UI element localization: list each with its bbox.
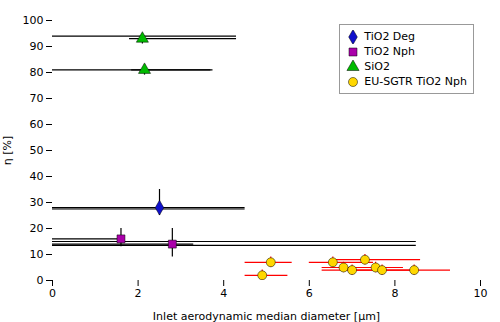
svg-text:Inlet aerodynamic median diame: Inlet aerodynamic median diameter [μm]: [153, 310, 380, 322]
svg-text:50: 50: [30, 144, 44, 157]
svg-text:η [%]: η [%]: [1, 136, 14, 166]
svg-text:70: 70: [30, 92, 44, 105]
svg-text:10: 10: [474, 287, 488, 300]
svg-text:90: 90: [30, 40, 44, 53]
svg-text:80: 80: [30, 66, 44, 79]
svg-text:6: 6: [306, 287, 313, 300]
svg-text:100: 100: [23, 14, 44, 27]
svg-text:4: 4: [220, 287, 227, 300]
html-text:TiO2 Nph: TiO2 Nph: [364, 45, 416, 58]
svg-text:8: 8: [391, 287, 398, 300]
html-text:SiO2: SiO2: [364, 60, 390, 73]
html-text:TiO2 Deg: TiO2 Deg: [364, 30, 416, 43]
svg-text:20: 20: [30, 222, 44, 235]
svg-text:10: 10: [30, 248, 44, 261]
svg-text:30: 30: [30, 196, 44, 209]
svg-text:40: 40: [30, 170, 44, 183]
html-text:EU-SGTR TiO2 Nph: EU-SGTR TiO2 Nph: [364, 75, 467, 88]
svg-text:0: 0: [49, 287, 56, 300]
svg-text:0: 0: [37, 274, 44, 287]
svg-text:60: 60: [30, 118, 44, 131]
svg-text:2: 2: [135, 287, 142, 300]
